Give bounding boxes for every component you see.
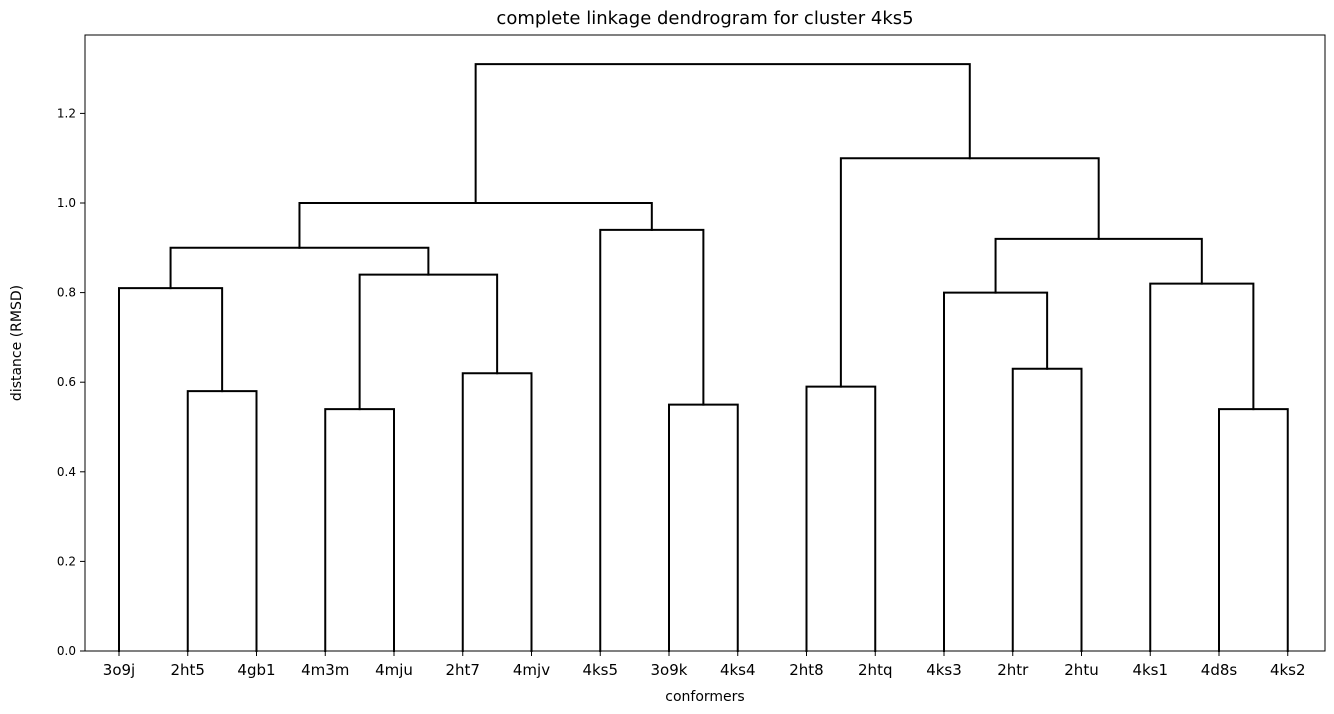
y-tick-label: 1.0 [57,196,76,210]
leaf-label: 4ks5 [582,661,618,679]
dendrogram-link [1011,367,1083,652]
leaf-label: 4mjv [513,661,550,679]
dendrogram-link [943,291,1049,652]
y-axis-label: distance (RMSD) [9,285,25,401]
dendrogram-link [1218,408,1289,652]
leaf-label: 2ht5 [171,661,205,679]
leaf-label: 3o9k [651,661,688,679]
chart-title: complete linkage dendrogram for cluster … [496,8,913,29]
dendrogram-link [118,287,224,652]
leaf-label: 3o9j [103,661,135,679]
x-axis-ticks: 3o9j 2ht5 4gb1 4m3m 4mju 2ht7 4mjv 4ks5 3o9k 4ks4… [103,651,1306,679]
leaf-label: 4gb1 [237,661,275,679]
leaf-label: 4m3m [301,661,349,679]
y-tick-label: 0.4 [57,465,76,479]
dendrogram-link [324,408,395,652]
leaf-label: 4mju [375,661,413,679]
dendrogram-link [358,273,499,411]
leaf-label: 4d8s [1201,661,1238,679]
y-axis-ticks: 0.0 0.2 0.4 0.6 0.8 1.0 1.2 [57,106,85,658]
dendrogram-link [461,372,533,652]
dendrogram-links [118,63,1289,652]
leaf-label: 2htu [1064,661,1098,679]
leaf-label: 2ht7 [446,661,480,679]
dendrogram-link [474,63,971,204]
leaf-label: 4ks1 [1132,661,1168,679]
dendrogram-link [668,403,739,652]
dendrogram-link [186,390,258,652]
x-axis-label: conformers [665,689,744,705]
dendrogram-link [298,202,653,249]
leaf-label: 2htq [858,661,892,679]
dendrogram-link [839,157,1100,388]
dendrogram-link [169,246,430,290]
plot-frame [84,34,1326,652]
leaf-label: 4ks4 [720,661,756,679]
leaf-label: 4ks2 [1270,661,1306,679]
leaf-label: 2htr [997,661,1029,679]
y-tick-label: 0.2 [57,554,76,568]
y-tick-label: 0.6 [57,375,76,389]
y-tick-label: 0.0 [57,644,76,658]
dendrogram-link [599,228,705,652]
leaf-label: 4ks3 [926,661,962,679]
y-tick-label: 1.2 [57,106,76,120]
leaf-label: 2ht8 [789,661,823,679]
dendrogram-link [1149,282,1255,652]
y-tick-label: 0.8 [57,286,76,300]
dendrogram-link [805,385,877,652]
